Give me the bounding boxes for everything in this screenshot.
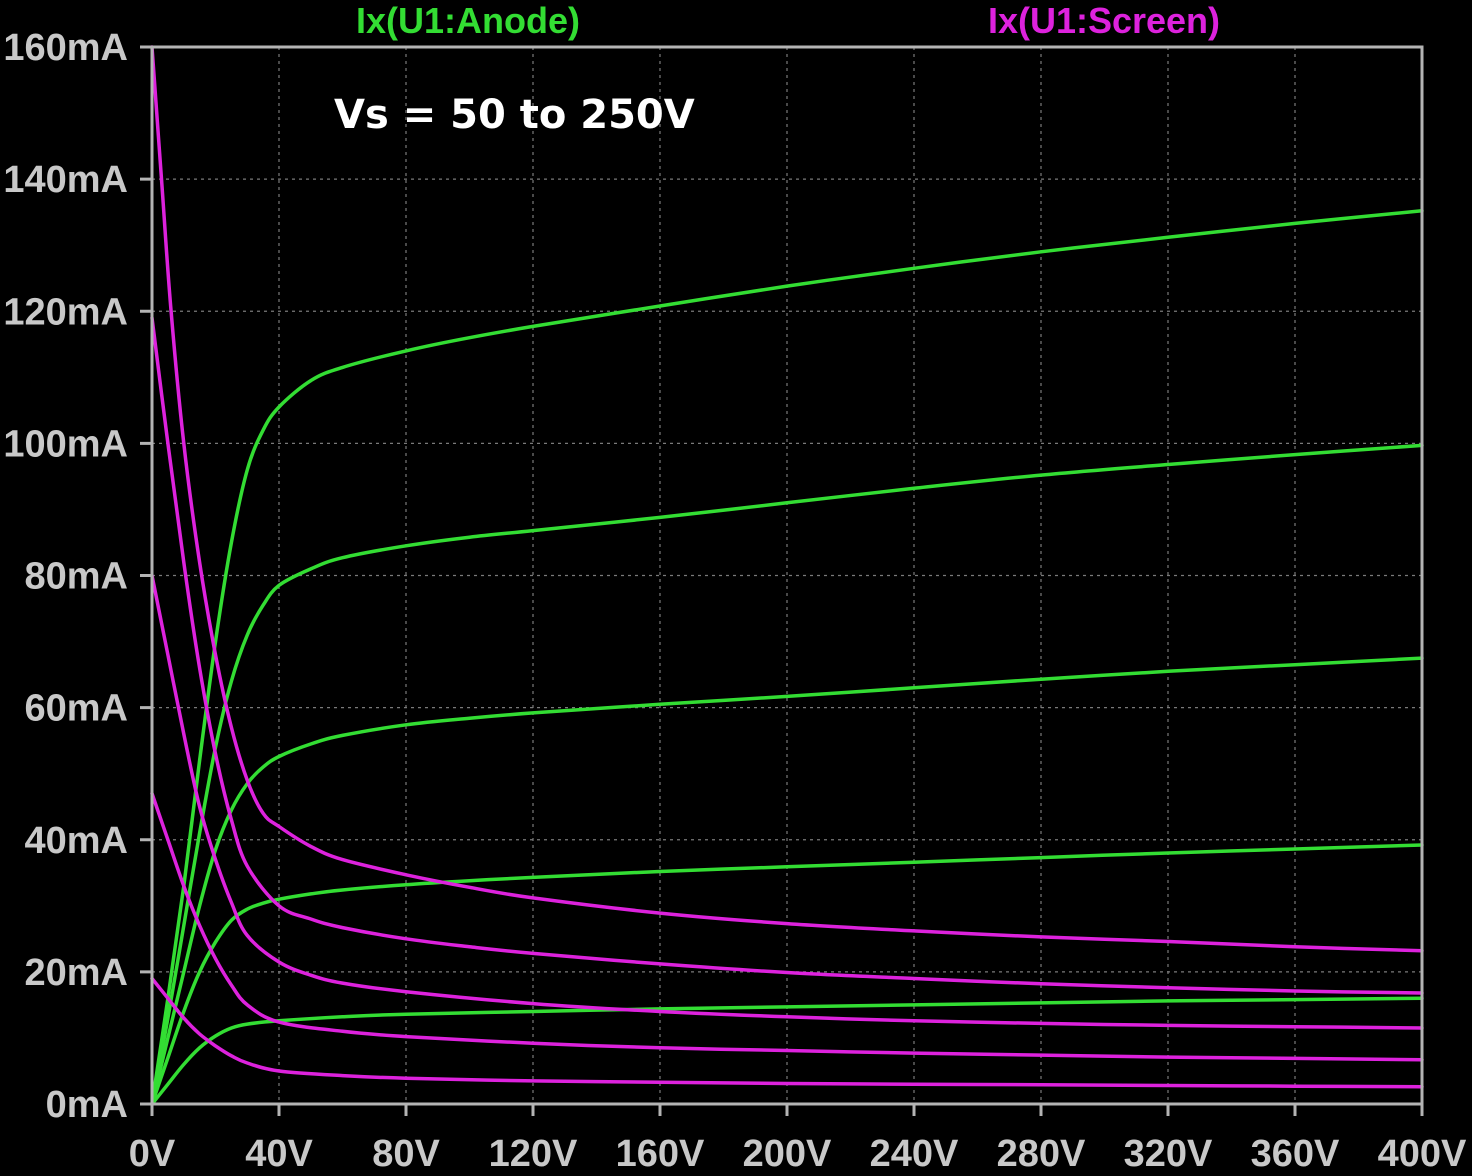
y-tick-label: 120mA bbox=[3, 291, 128, 333]
anode-current-curve bbox=[150, 209, 1424, 1106]
screen-current-curve bbox=[150, 316, 1424, 995]
legend-screen: Ix(U1:Screen) bbox=[988, 0, 1220, 41]
anode-current-curve bbox=[150, 996, 1424, 1106]
y-tick-label: 80mA bbox=[25, 556, 129, 598]
y-tick-label: 140mA bbox=[3, 159, 128, 201]
grid bbox=[152, 47, 1422, 1104]
y-tick-label: 20mA bbox=[25, 952, 129, 994]
x-tick-label: 40V bbox=[245, 1133, 313, 1175]
x-tick-label: 160V bbox=[616, 1133, 705, 1175]
screen-current-curve bbox=[150, 791, 1424, 1062]
vs-annotation: Vs = 50 to 250V bbox=[334, 92, 695, 138]
x-tick-label: 240V bbox=[870, 1133, 959, 1175]
tick-labels: 0V 40V 80V 120V 160V 200V 240V 280V 320V 360V 400V… bbox=[3, 27, 1467, 1175]
y-tick-label: 100mA bbox=[3, 423, 128, 465]
x-tick-label: 360V bbox=[1251, 1133, 1340, 1175]
x-tick-label: 200V bbox=[743, 1133, 832, 1175]
x-tick-label: 400V bbox=[1378, 1133, 1467, 1175]
x-tick-label: 320V bbox=[1124, 1133, 1213, 1175]
y-tick-label: 0mA bbox=[46, 1084, 128, 1126]
y-tick-label: 40mA bbox=[25, 820, 129, 862]
anode-current-curve bbox=[150, 443, 1424, 1106]
anode-current-curve bbox=[150, 656, 1424, 1106]
screen-current-curve bbox=[150, 573, 1424, 1030]
curves bbox=[150, 45, 1424, 1106]
y-tick-label: 60mA bbox=[25, 688, 129, 730]
screen-current-curve bbox=[150, 45, 1424, 953]
axis-ticks bbox=[140, 45, 1424, 1116]
anode-current-curve bbox=[150, 843, 1424, 1106]
screen-current-curve bbox=[150, 976, 1424, 1089]
x-tick-label: 280V bbox=[997, 1133, 1086, 1175]
x-tick-label: 80V bbox=[372, 1133, 440, 1175]
legend-anode: Ix(U1:Anode) bbox=[356, 0, 580, 41]
y-tick-label: 160mA bbox=[3, 27, 128, 69]
x-tick-label: 0V bbox=[129, 1133, 176, 1175]
x-tick-label: 120V bbox=[489, 1133, 578, 1175]
